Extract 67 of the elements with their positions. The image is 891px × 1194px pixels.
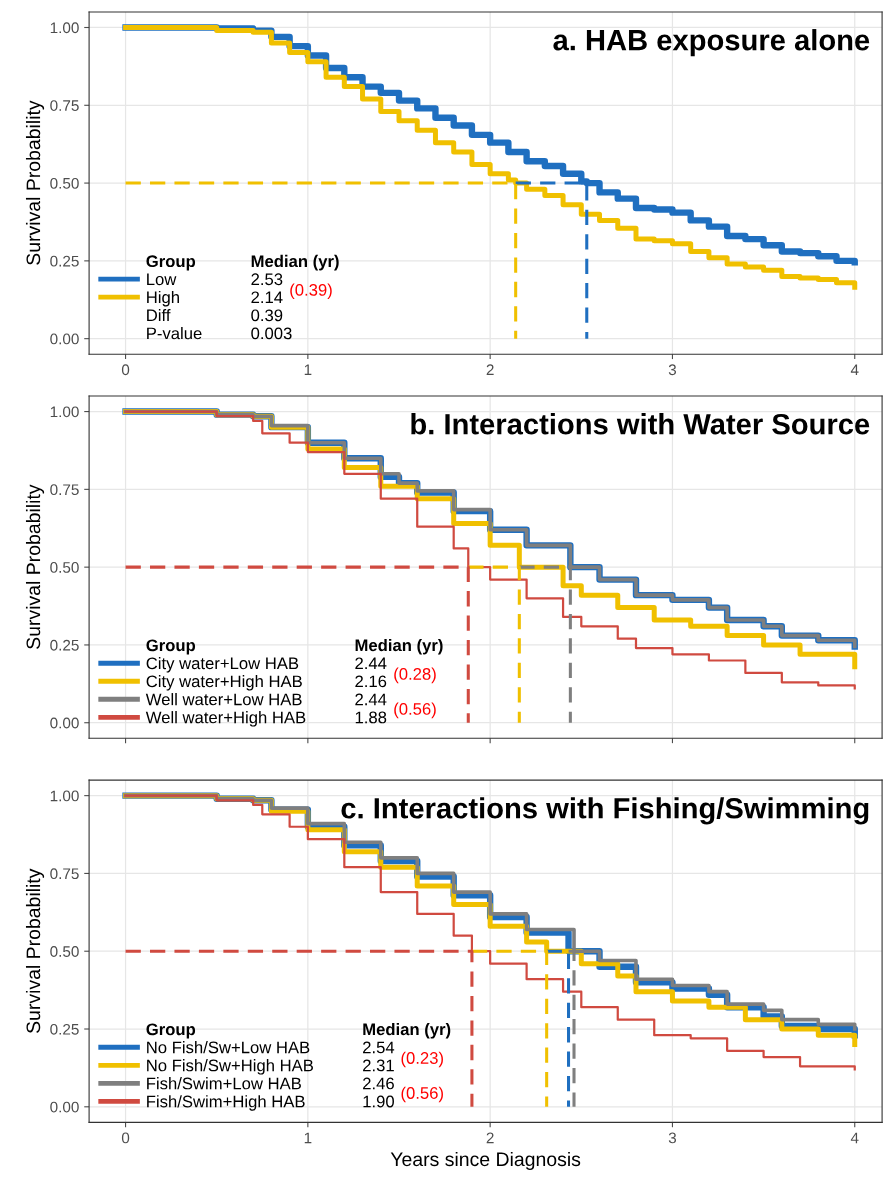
- y-tick-label: 0.75: [50, 484, 79, 496]
- legend-label: City water+High HAB: [146, 675, 302, 691]
- x-tick-label: 4: [850, 1132, 859, 1144]
- annotation: 2.31: [363, 1059, 394, 1072]
- x-tick-label: 2: [486, 1132, 494, 1144]
- legend-title: Group: [146, 639, 196, 655]
- y-axis-title: Survival Probability: [25, 100, 45, 265]
- y-tick-label: 0.50: [50, 562, 79, 573]
- y-tick-label: 0.25: [50, 255, 79, 267]
- x-tick-label: 2: [486, 364, 494, 376]
- annotation: Diff: [147, 308, 171, 322]
- text: c. Interactions with Fishing/Swimming: [341, 797, 869, 825]
- annotation: 1.88: [355, 711, 387, 724]
- annotation: P-value: [147, 327, 202, 340]
- x-tick-label: 0: [121, 1132, 130, 1144]
- y-tick-label: 0.75: [50, 100, 79, 111]
- annotation: (0.39): [290, 283, 332, 300]
- chart-title: b. Interactions with Water Source: [411, 413, 870, 435]
- legend-label: Low: [147, 273, 177, 286]
- x-axis-title: Years since Diagnosis: [390, 1151, 581, 1171]
- annotation: 0.003: [251, 327, 292, 340]
- text: a. HAB exposure alone: [553, 29, 870, 57]
- annotation: 2.44: [355, 657, 387, 670]
- y-tick-label: 0.25: [50, 639, 79, 651]
- x-tick-label: 1: [304, 364, 312, 376]
- y-tick-label: 1.00: [50, 790, 79, 802]
- legend-label: Well water+High HAB: [145, 711, 306, 727]
- annotation: 2.54: [363, 1041, 395, 1054]
- y-tick-label: 0.00: [50, 1101, 79, 1113]
- annotation: 2.14: [251, 291, 283, 304]
- x-tick-label: 3: [668, 1132, 677, 1144]
- annotation: (0.28): [394, 667, 436, 684]
- legend-label: No Fish/Sw+Low HAB: [147, 1041, 310, 1054]
- y-tick-label: 0.50: [50, 177, 79, 189]
- annotation: 0.39: [251, 309, 283, 322]
- annotation: Median (yr): [355, 638, 443, 655]
- annotation: Median (yr): [251, 254, 339, 271]
- y-tick-label: 0.25: [50, 1023, 79, 1035]
- legend-label: No Fish/Sw+High HAB: [147, 1059, 313, 1075]
- legend-title: Group: [146, 1023, 196, 1039]
- legend-label: Fish/Swim+Low HAB: [147, 1077, 301, 1090]
- legend-label: High: [147, 290, 179, 307]
- x-tick-label: 4: [850, 364, 859, 376]
- y-axis-title: Survival Probability: [25, 484, 45, 649]
- annotation: 2.44: [355, 693, 387, 706]
- legend-label: Well water+Low HAB: [145, 693, 302, 706]
- x-tick-label: 3: [668, 364, 677, 376]
- annotation: (0.23): [401, 1051, 443, 1068]
- annotation: (0.56): [394, 702, 436, 719]
- y-tick-label: 0.00: [50, 333, 79, 345]
- legend-label: Fish/Swim+High HAB: [147, 1095, 305, 1111]
- annotation: Median (yr): [363, 1023, 451, 1039]
- legend-label: City water+Low HAB: [146, 656, 299, 673]
- y-tick-label: 0.00: [50, 717, 79, 729]
- x-tick-label: 0: [121, 364, 130, 376]
- legend-title: Group: [146, 255, 196, 271]
- y-axis-title: Survival Probability: [25, 868, 45, 1034]
- annotation: 1.90: [363, 1095, 394, 1108]
- annotation: 2.16: [355, 675, 387, 688]
- y-tick-label: 0.75: [50, 868, 79, 880]
- y-tick-label: 1.00: [50, 22, 79, 34]
- x-tick-label: 1: [304, 1132, 312, 1144]
- annotation: 2.46: [363, 1077, 394, 1090]
- annotation: 2.53: [251, 273, 283, 286]
- y-tick-label: 1.00: [50, 406, 79, 418]
- annotation: (0.56): [401, 1086, 443, 1103]
- y-tick-label: 0.50: [50, 946, 79, 957]
